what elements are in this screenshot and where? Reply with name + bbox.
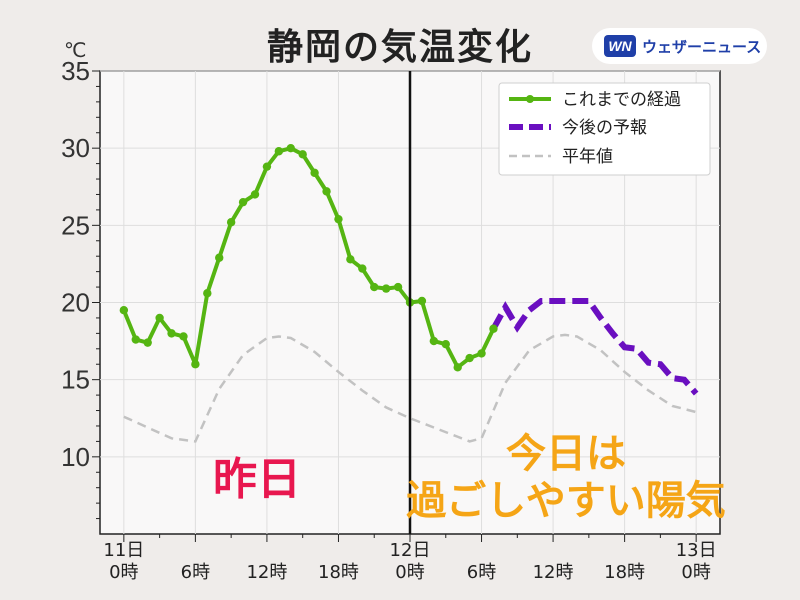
observed-point — [238, 197, 248, 207]
observed-point — [393, 282, 403, 292]
observed-point — [358, 264, 367, 273]
x-tick-label: 0時 — [395, 562, 424, 583]
observed-point — [262, 162, 272, 171]
observed-point — [226, 218, 236, 227]
observed-point — [131, 335, 140, 344]
observed-point — [274, 147, 284, 156]
x-tick-label: 6時 — [467, 562, 496, 583]
weathernews-logo: WN ウェザーニュース — [592, 28, 767, 64]
today-annotation-line2: 過ごしやすい陽気 — [406, 478, 726, 524]
observed-point — [370, 282, 379, 292]
observed-point — [334, 214, 343, 224]
observed-line — [121, 146, 496, 370]
observed-point — [191, 360, 200, 369]
observed-point — [155, 313, 164, 323]
x-tick-label: 12時 — [246, 562, 287, 583]
observed-point — [203, 289, 212, 298]
y-axis-unit: ℃ — [64, 38, 87, 62]
x-tick-label: 0時 — [109, 562, 138, 583]
legend-normal-label: 平年値 — [562, 147, 613, 167]
observed-point — [453, 363, 462, 372]
normal-line — [123, 333, 697, 443]
observed-point — [250, 190, 260, 199]
observed-point — [298, 150, 307, 159]
observed-point — [465, 353, 474, 363]
observed-point — [119, 306, 129, 315]
observed-point — [417, 296, 427, 306]
observed-point — [167, 329, 176, 338]
legend-observed-label: これまでの経過 — [562, 90, 681, 110]
x-tick-label: 12日 — [390, 540, 431, 561]
observed-point — [441, 339, 450, 349]
observed-point — [215, 253, 224, 262]
y-tick-label: 20 — [61, 288, 90, 318]
y-tick-label: 25 — [61, 210, 90, 240]
logo-text: ウェザーニュース — [642, 37, 762, 56]
chart-title: 静岡の気温変化 — [266, 27, 533, 68]
x-tick-label: 18時 — [604, 562, 645, 583]
observed-point — [143, 338, 152, 347]
y-tick-label: 15 — [61, 365, 90, 395]
x-tick-label: 0時 — [681, 562, 710, 583]
observed-point — [179, 332, 188, 341]
y-tick-label: 35 — [61, 56, 90, 86]
forecast-line — [490, 297, 699, 396]
legend-forecast-label: 今後の予報 — [562, 118, 647, 138]
observed-point — [322, 187, 331, 196]
observed-point — [381, 284, 391, 293]
x-tick-label: 11日 — [103, 540, 144, 561]
observed-point — [346, 255, 355, 264]
x-tick-label: 13日 — [676, 540, 717, 561]
observed-point — [286, 143, 295, 153]
observed-point — [477, 349, 486, 358]
legend-box — [498, 82, 711, 176]
observed-point — [489, 324, 498, 333]
forecast-series — [490, 297, 699, 396]
x-tick-label: 6時 — [181, 562, 210, 583]
legend-observed-marker — [526, 95, 534, 103]
observed-series — [119, 143, 498, 372]
x-tick-label: 12時 — [533, 562, 574, 583]
y-axis-ticks: 10 15 20 25 30 35 — [61, 56, 100, 520]
yesterday-annotation: 昨日 — [213, 454, 301, 505]
x-tick-label: 18時 — [318, 562, 359, 583]
today-annotation-line1: 今日は — [506, 431, 626, 477]
wn-logo-icon: WN — [604, 35, 636, 57]
normal-series — [123, 333, 697, 443]
observed-point — [310, 168, 319, 178]
y-tick-label: 10 — [61, 442, 90, 472]
y-tick-label: 30 — [61, 133, 90, 163]
observed-point — [429, 336, 439, 346]
legend: これまでの経過 今後の予報 平年値 — [498, 82, 711, 176]
